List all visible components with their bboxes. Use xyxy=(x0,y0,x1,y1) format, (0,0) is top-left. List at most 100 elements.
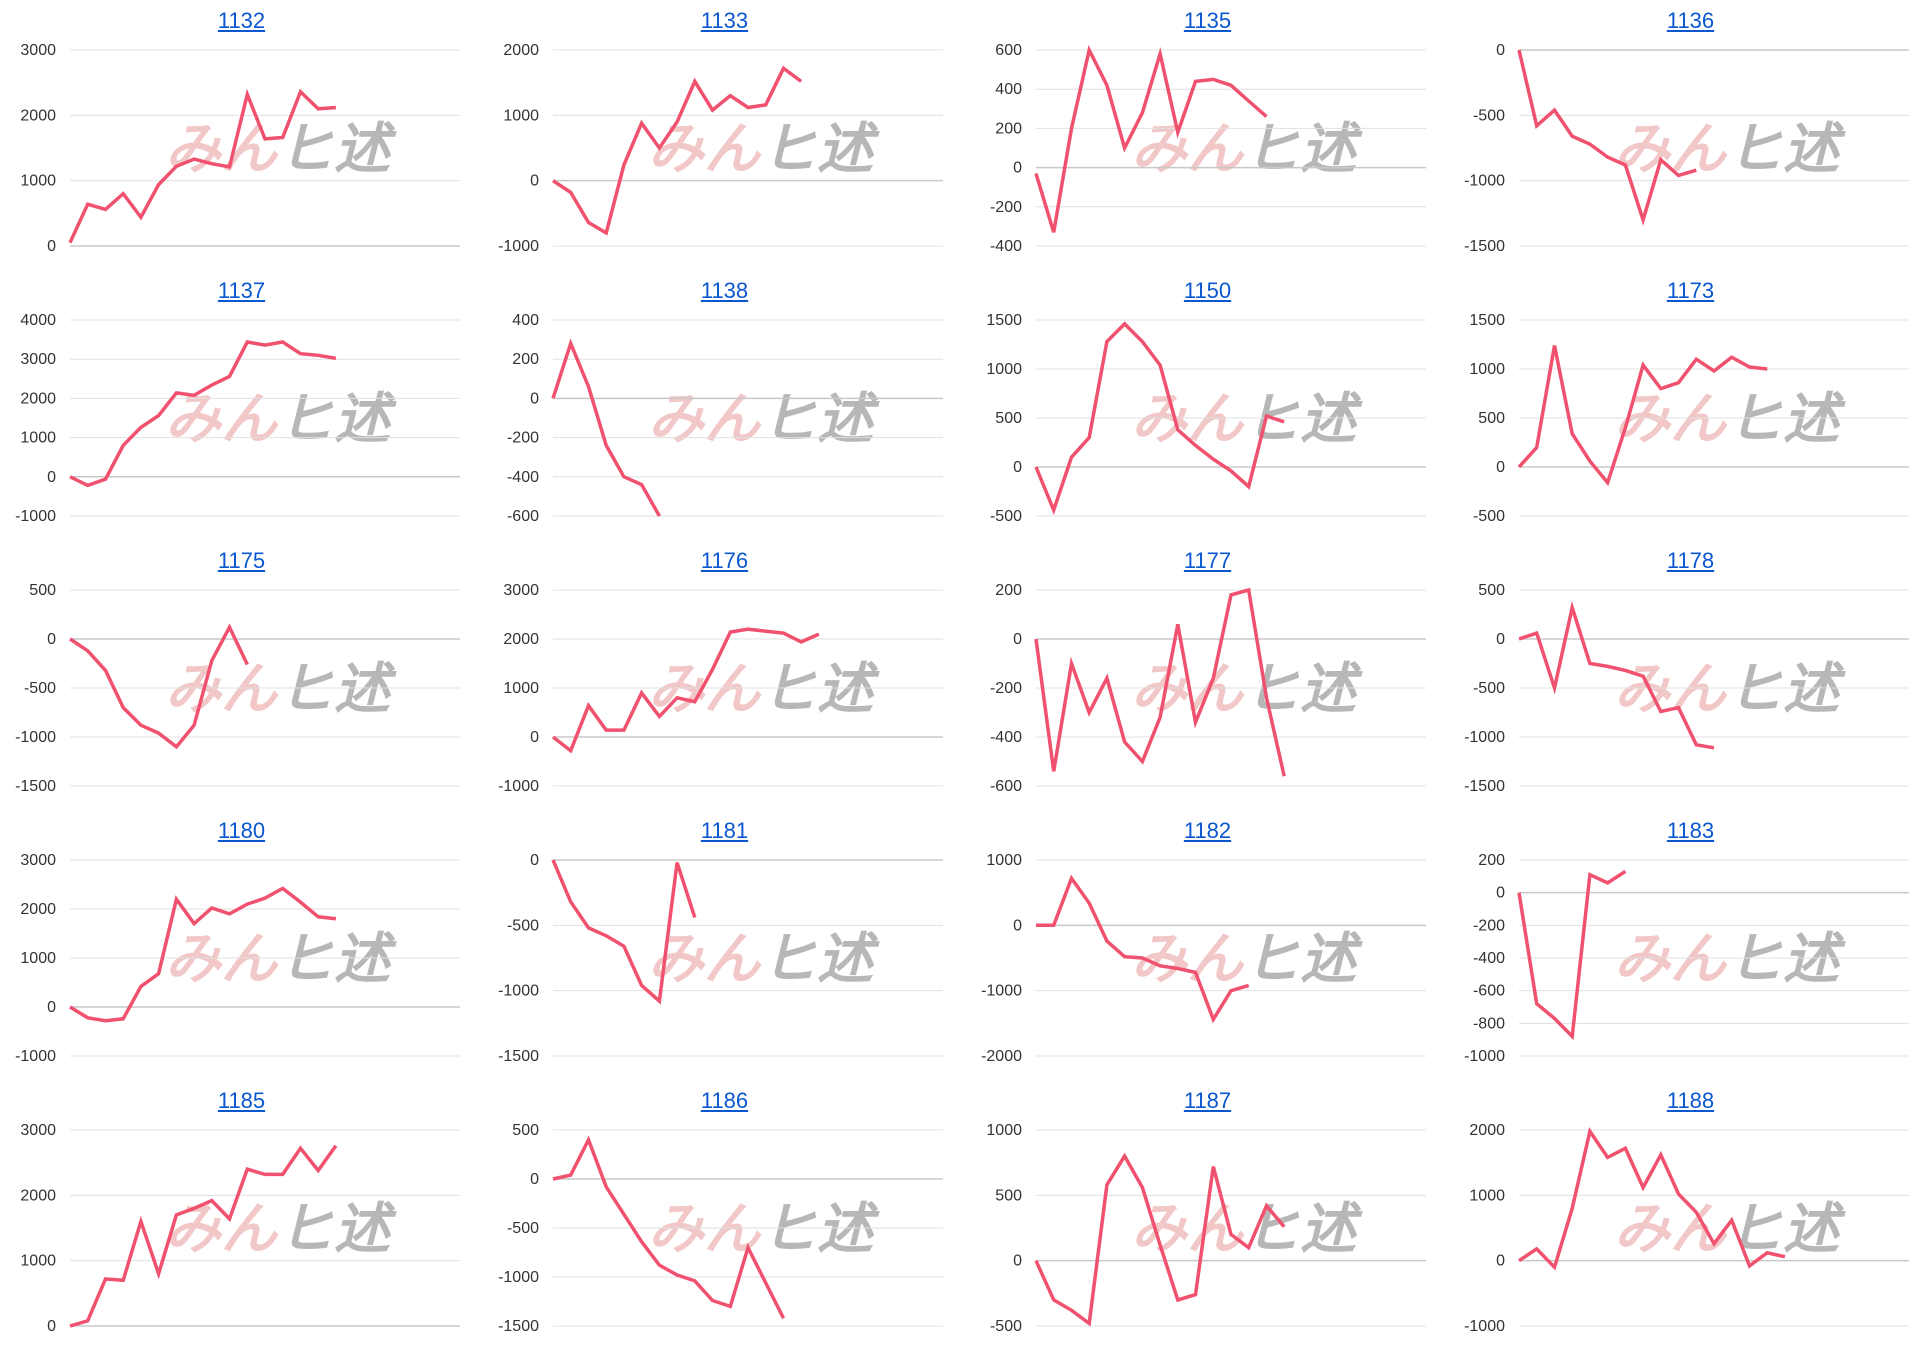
y-tick-label: -400 xyxy=(1473,950,1505,967)
y-tick-label: 500 xyxy=(512,1122,539,1139)
watermark-right: ヒ述 xyxy=(278,117,397,182)
watermark-left: みん xyxy=(1131,117,1245,182)
chart-svg: みんヒ述-1500-1000-5000500 xyxy=(1449,540,1932,810)
y-tick-label: 3000 xyxy=(503,582,539,599)
y-tick-label: 1000 xyxy=(503,107,539,124)
y-tick-label: -400 xyxy=(990,729,1022,746)
y-tick-label: 1000 xyxy=(20,950,56,967)
y-tick-label: -500 xyxy=(507,1220,539,1237)
y-tick-label: -1500 xyxy=(15,778,56,795)
y-tick-label: -200 xyxy=(507,430,539,447)
chart-svg: みんヒ述-100001000200030004000 xyxy=(0,270,483,540)
chart-svg: みんヒ述0100020003000 xyxy=(0,0,483,270)
chart-svg: みんヒ述-2000-100001000 xyxy=(966,810,1449,1080)
watermark-right: ヒ述 xyxy=(761,657,880,722)
y-tick-label: -1000 xyxy=(498,983,539,1000)
y-tick-label: -600 xyxy=(507,508,539,525)
chart-svg: みんヒ述-1000010002000 xyxy=(1449,1080,1932,1350)
y-tick-label: 4000 xyxy=(20,312,56,329)
y-tick-label: 1500 xyxy=(986,312,1022,329)
watermark-right: ヒ述 xyxy=(1727,117,1846,182)
y-tick-label: -1500 xyxy=(1464,778,1505,795)
watermark-left: みん xyxy=(1614,1197,1728,1262)
y-tick-label: 1500 xyxy=(1469,312,1505,329)
y-tick-label: 500 xyxy=(995,410,1022,427)
chart-svg: みんヒ述0100020003000 xyxy=(0,1080,483,1350)
chart-svg: みんヒ述-600-400-2000200 xyxy=(966,540,1449,810)
watermark-right: ヒ述 xyxy=(761,117,880,182)
y-tick-label: 0 xyxy=(47,469,56,486)
y-tick-label: 3000 xyxy=(20,1122,56,1139)
y-tick-label: -1000 xyxy=(498,778,539,795)
chart-svg: みんヒ述-1500-1000-5000500 xyxy=(0,540,483,810)
watermark-left: みん xyxy=(648,117,762,182)
series-line xyxy=(1519,871,1625,1036)
y-tick-label: -500 xyxy=(990,1318,1022,1335)
y-tick-label: -400 xyxy=(507,469,539,486)
y-tick-label: 2000 xyxy=(1469,1122,1505,1139)
y-tick-label: -1000 xyxy=(1464,173,1505,190)
y-tick-label: 500 xyxy=(1478,410,1505,427)
y-tick-label: 3000 xyxy=(20,351,56,368)
chart-svg: みんヒ述-600-400-2000200400 xyxy=(483,270,966,540)
chart-svg: みんヒ述-1500-1000-5000 xyxy=(483,810,966,1080)
watermark-left: みん xyxy=(648,387,762,452)
y-tick-label: 200 xyxy=(995,120,1022,137)
chart-svg: みんヒ述-500050010001500 xyxy=(966,270,1449,540)
y-tick-label: 0 xyxy=(1496,885,1505,902)
watermark-right: ヒ述 xyxy=(1727,387,1846,452)
y-tick-label: -500 xyxy=(507,917,539,934)
y-tick-label: 1000 xyxy=(986,852,1022,869)
y-tick-label: -600 xyxy=(1473,983,1505,1000)
y-tick-label: 0 xyxy=(530,173,539,190)
y-tick-label: 0 xyxy=(47,631,56,648)
chart-svg: みんヒ述-1000010002000 xyxy=(483,0,966,270)
y-tick-label: -200 xyxy=(990,680,1022,697)
y-tick-label: 600 xyxy=(995,42,1022,59)
watermark-left: みん xyxy=(165,927,279,992)
y-tick-label: -200 xyxy=(990,199,1022,216)
watermark-left: みん xyxy=(165,1197,279,1262)
y-tick-label: 2000 xyxy=(20,390,56,407)
y-tick-label: 0 xyxy=(530,852,539,869)
y-tick-label: 400 xyxy=(995,81,1022,98)
y-tick-label: 1000 xyxy=(20,1253,56,1270)
y-tick-label: -1000 xyxy=(15,1048,56,1065)
y-tick-label: -500 xyxy=(24,680,56,697)
y-tick-label: 2000 xyxy=(20,1187,56,1204)
watermark-right: ヒ述 xyxy=(1244,117,1363,182)
y-tick-label: -2000 xyxy=(981,1048,1022,1065)
watermark-right: ヒ述 xyxy=(761,927,880,992)
chart-svg: みんヒ述-1500-1000-5000 xyxy=(1449,0,1932,270)
y-tick-label: -500 xyxy=(990,508,1022,525)
watermark-right: ヒ述 xyxy=(278,1197,397,1262)
y-tick-label: 400 xyxy=(512,312,539,329)
y-tick-label: 500 xyxy=(1478,582,1505,599)
watermark-left: みん xyxy=(1131,387,1245,452)
y-tick-label: 1000 xyxy=(1469,1187,1505,1204)
y-tick-label: 0 xyxy=(1013,917,1022,934)
series-line xyxy=(553,344,659,517)
y-tick-label: 0 xyxy=(530,390,539,407)
y-tick-label: 200 xyxy=(995,582,1022,599)
watermark-right: ヒ述 xyxy=(1727,927,1846,992)
y-tick-label: 0 xyxy=(1013,160,1022,177)
chart-svg: みんヒ述-1000-800-600-400-2000200 xyxy=(1449,810,1932,1080)
y-tick-label: 1000 xyxy=(986,361,1022,378)
y-tick-label: -1000 xyxy=(1464,1048,1505,1065)
y-tick-label: 0 xyxy=(530,729,539,746)
y-tick-label: -400 xyxy=(990,238,1022,255)
y-tick-label: 3000 xyxy=(20,852,56,869)
